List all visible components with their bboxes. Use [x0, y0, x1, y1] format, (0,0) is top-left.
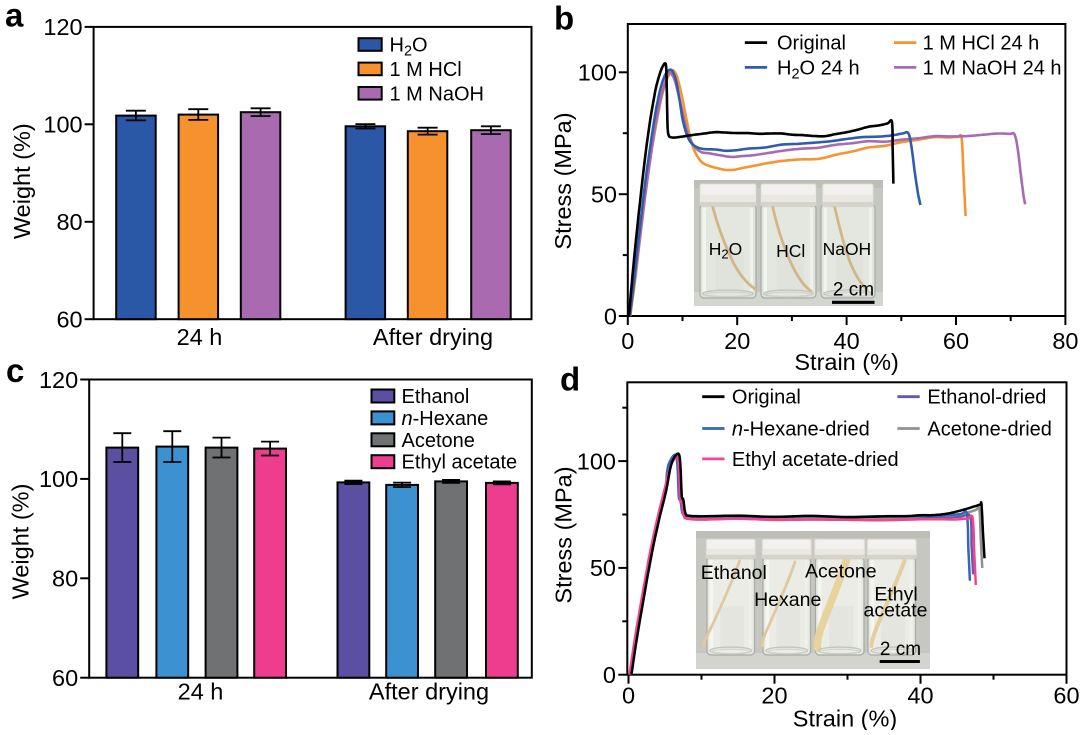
svg-text:Ethanol: Ethanol [701, 562, 767, 584]
svg-text:Weight (%): Weight (%) [9, 123, 35, 239]
svg-text:100: 100 [577, 448, 616, 474]
svg-text:Strain (%): Strain (%) [793, 706, 897, 731]
svg-text:H2O: H2O [709, 239, 743, 262]
svg-text:H2O 24 h: H2O 24 h [777, 57, 860, 82]
svg-text:Weight (%): Weight (%) [8, 484, 34, 600]
svg-text:50: 50 [591, 182, 617, 208]
svg-text:1 M NaOH 24 h: 1 M NaOH 24 h [923, 57, 1062, 79]
svg-text:60: 60 [56, 307, 82, 333]
svg-text:After drying: After drying [373, 324, 493, 350]
svg-text:100: 100 [43, 112, 82, 138]
svg-text:Ethyl: Ethyl [874, 584, 917, 606]
svg-text:100: 100 [39, 466, 78, 492]
svg-text:a: a [5, 0, 24, 34]
svg-text:Stress (MPa): Stress (MPa) [550, 112, 576, 249]
svg-text:Stress (MPa): Stress (MPa) [551, 466, 577, 603]
svg-text:Acetone: Acetone [805, 561, 877, 583]
svg-text:n-Hexane-dried: n-Hexane-dried [732, 419, 870, 441]
svg-text:0: 0 [604, 303, 617, 329]
svg-text:Original: Original [732, 387, 801, 409]
svg-text:40: 40 [834, 328, 860, 354]
svg-text:Original: Original [777, 33, 846, 55]
svg-text:120: 120 [39, 367, 78, 393]
svg-text:c: c [6, 352, 24, 389]
svg-text:40: 40 [907, 683, 933, 709]
svg-text:NaOH: NaOH [823, 239, 872, 259]
svg-text:60: 60 [1053, 683, 1079, 709]
svg-text:0: 0 [621, 328, 634, 354]
svg-text:Ethanol: Ethanol [402, 386, 470, 408]
svg-text:120: 120 [43, 14, 82, 40]
svg-text:1 M NaOH: 1 M NaOH [390, 83, 484, 105]
svg-text:1 M HCl 24 h: 1 M HCl 24 h [923, 33, 1040, 55]
svg-text:Ethyl acetate: Ethyl acetate [402, 452, 518, 474]
svg-text:24 h: 24 h [178, 679, 224, 705]
svg-text:1 M HCl: 1 M HCl [390, 59, 462, 81]
svg-text:100: 100 [578, 60, 617, 86]
svg-text:b: b [554, 0, 574, 37]
svg-text:80: 80 [56, 209, 82, 235]
svg-text:2 cm: 2 cm [880, 639, 921, 660]
svg-text:Acetone-dried: Acetone-dried [927, 419, 1052, 441]
svg-text:80: 80 [1052, 328, 1078, 354]
svg-text:20: 20 [724, 328, 750, 354]
svg-text:80: 80 [52, 566, 78, 592]
svg-text:Ethyl acetate-dried: Ethyl acetate-dried [732, 449, 899, 471]
svg-text:After drying: After drying [369, 679, 489, 705]
svg-text:Hexane: Hexane [754, 589, 821, 611]
svg-text:n-Hexane: n-Hexane [402, 408, 489, 430]
svg-text:2 cm: 2 cm [833, 280, 874, 301]
svg-text:d: d [560, 360, 580, 397]
svg-text:24 h: 24 h [177, 324, 223, 350]
svg-text:60: 60 [943, 328, 969, 354]
svg-text:50: 50 [590, 555, 616, 581]
svg-text:60: 60 [52, 665, 78, 691]
svg-text:0: 0 [603, 662, 616, 688]
svg-text:Ethanol-dried: Ethanol-dried [927, 387, 1046, 409]
svg-text:20: 20 [761, 683, 787, 709]
svg-text:0: 0 [622, 683, 635, 709]
svg-text:Acetone: Acetone [402, 430, 475, 452]
svg-text:acetate: acetate [864, 599, 928, 621]
svg-text:Strain (%): Strain (%) [794, 349, 898, 375]
svg-text:HCl: HCl [776, 241, 805, 261]
